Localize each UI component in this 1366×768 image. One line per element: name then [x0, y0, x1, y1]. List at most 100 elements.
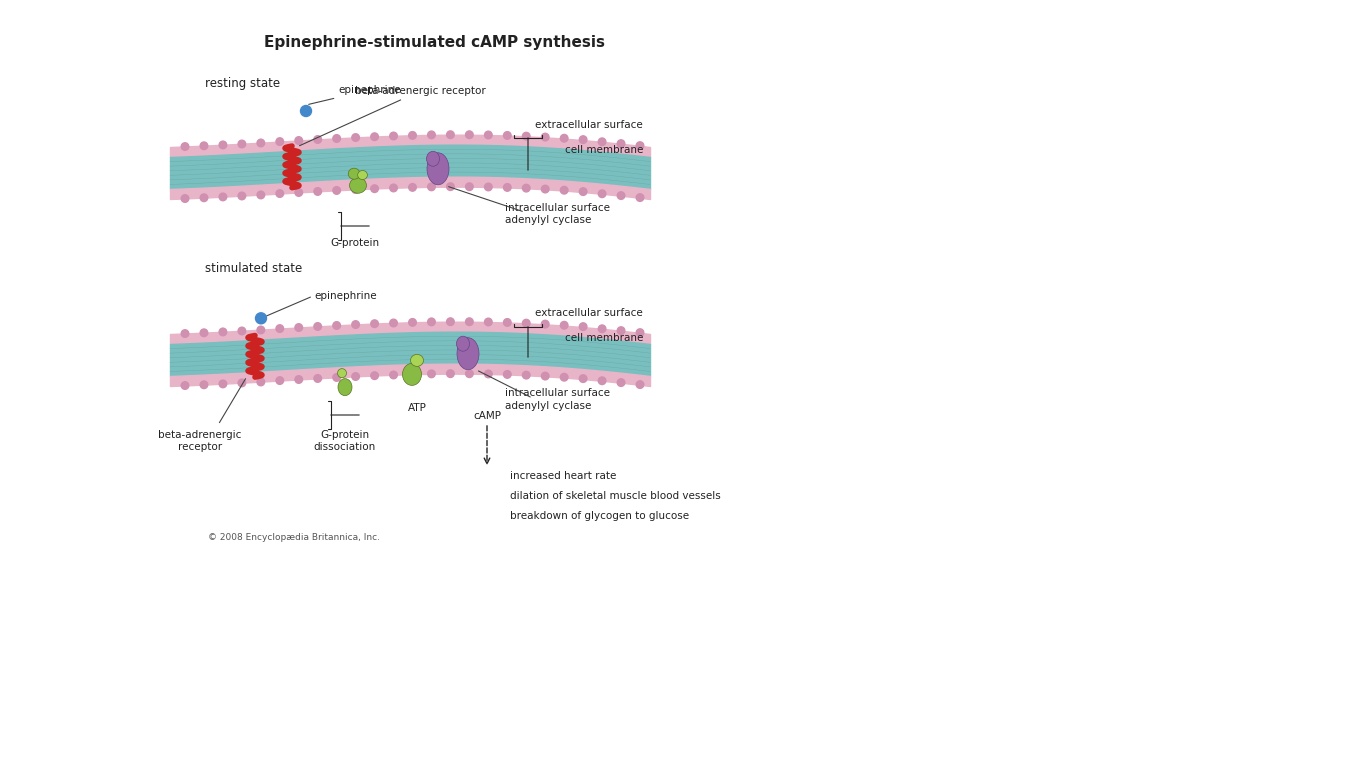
- Circle shape: [617, 192, 624, 200]
- Circle shape: [352, 186, 359, 194]
- Text: cAMP: cAMP: [473, 411, 501, 421]
- Circle shape: [238, 379, 246, 387]
- Circle shape: [541, 372, 549, 380]
- Ellipse shape: [350, 177, 366, 194]
- Text: epinephrine: epinephrine: [309, 85, 400, 104]
- Circle shape: [314, 136, 321, 144]
- Circle shape: [219, 141, 227, 149]
- Circle shape: [598, 325, 607, 333]
- Circle shape: [295, 137, 302, 144]
- Circle shape: [579, 375, 587, 382]
- Text: extracellular surface: extracellular surface: [535, 308, 643, 318]
- Text: © 2008 Encyclopædia Britannica, Inc.: © 2008 Encyclopædia Britannica, Inc.: [208, 534, 380, 542]
- Circle shape: [637, 329, 643, 336]
- Text: adenylyl cyclase: adenylyl cyclase: [478, 371, 591, 411]
- Circle shape: [201, 381, 208, 389]
- Ellipse shape: [458, 338, 479, 369]
- Ellipse shape: [337, 369, 347, 378]
- Circle shape: [333, 187, 340, 194]
- Circle shape: [522, 372, 530, 379]
- Circle shape: [257, 326, 265, 334]
- Text: increased heart rate: increased heart rate: [510, 471, 616, 481]
- Text: beta-adrenergic
receptor: beta-adrenergic receptor: [158, 430, 242, 452]
- Circle shape: [598, 138, 607, 146]
- Circle shape: [370, 372, 378, 379]
- Circle shape: [428, 131, 436, 139]
- Circle shape: [389, 319, 398, 326]
- Circle shape: [541, 320, 549, 328]
- Circle shape: [560, 322, 568, 329]
- Circle shape: [428, 370, 436, 378]
- Circle shape: [295, 324, 302, 331]
- Circle shape: [504, 184, 511, 191]
- Circle shape: [276, 377, 284, 384]
- Text: ATP: ATP: [407, 403, 426, 413]
- Text: G-protein: G-protein: [331, 238, 380, 248]
- Circle shape: [447, 318, 455, 326]
- Circle shape: [504, 319, 511, 326]
- Text: Epinephrine-stimulated cAMP synthesis: Epinephrine-stimulated cAMP synthesis: [265, 35, 605, 51]
- Circle shape: [201, 142, 208, 150]
- Circle shape: [276, 137, 284, 145]
- Circle shape: [560, 187, 568, 194]
- Ellipse shape: [428, 153, 449, 185]
- Ellipse shape: [403, 363, 422, 386]
- Circle shape: [637, 381, 643, 389]
- Circle shape: [182, 195, 189, 202]
- Circle shape: [485, 370, 492, 378]
- Circle shape: [579, 136, 587, 144]
- Circle shape: [201, 194, 208, 201]
- Circle shape: [579, 188, 587, 195]
- Circle shape: [333, 322, 340, 329]
- Circle shape: [314, 323, 321, 330]
- Circle shape: [314, 375, 321, 382]
- Circle shape: [408, 184, 417, 191]
- Circle shape: [219, 328, 227, 336]
- Circle shape: [428, 318, 436, 326]
- Text: breakdown of glycogen to glucose: breakdown of glycogen to glucose: [510, 511, 688, 521]
- Ellipse shape: [358, 170, 367, 180]
- Circle shape: [408, 371, 417, 378]
- Circle shape: [637, 142, 643, 150]
- Circle shape: [219, 193, 227, 200]
- Circle shape: [428, 183, 436, 190]
- Circle shape: [389, 184, 398, 192]
- Text: intracellular surface: intracellular surface: [505, 203, 611, 213]
- Circle shape: [238, 327, 246, 335]
- Circle shape: [522, 184, 530, 192]
- Circle shape: [447, 131, 455, 138]
- Circle shape: [276, 325, 284, 333]
- Text: dilation of skeletal muscle blood vessels: dilation of skeletal muscle blood vessel…: [510, 491, 721, 501]
- Circle shape: [522, 132, 530, 140]
- Circle shape: [201, 329, 208, 336]
- Text: G-protein
dissociation: G-protein dissociation: [314, 430, 376, 452]
- Circle shape: [238, 141, 246, 147]
- Circle shape: [504, 371, 511, 378]
- Circle shape: [522, 319, 530, 327]
- Circle shape: [301, 105, 311, 117]
- Circle shape: [295, 376, 302, 383]
- Circle shape: [219, 380, 227, 388]
- Circle shape: [314, 187, 321, 195]
- Ellipse shape: [411, 354, 423, 366]
- Circle shape: [447, 183, 455, 190]
- Circle shape: [352, 321, 359, 329]
- Circle shape: [598, 377, 607, 385]
- Circle shape: [485, 183, 492, 190]
- Circle shape: [276, 190, 284, 197]
- Circle shape: [370, 133, 378, 141]
- Circle shape: [389, 371, 398, 379]
- Text: epinephrine: epinephrine: [314, 291, 377, 301]
- Circle shape: [333, 134, 340, 142]
- Circle shape: [466, 183, 473, 190]
- Text: resting state: resting state: [205, 77, 280, 90]
- Ellipse shape: [337, 379, 352, 396]
- Circle shape: [598, 190, 607, 197]
- Text: stimulated state: stimulated state: [205, 261, 302, 274]
- Ellipse shape: [456, 336, 470, 351]
- Circle shape: [370, 320, 378, 327]
- Circle shape: [352, 134, 359, 141]
- Circle shape: [579, 323, 587, 330]
- Circle shape: [466, 318, 473, 326]
- Circle shape: [617, 140, 624, 147]
